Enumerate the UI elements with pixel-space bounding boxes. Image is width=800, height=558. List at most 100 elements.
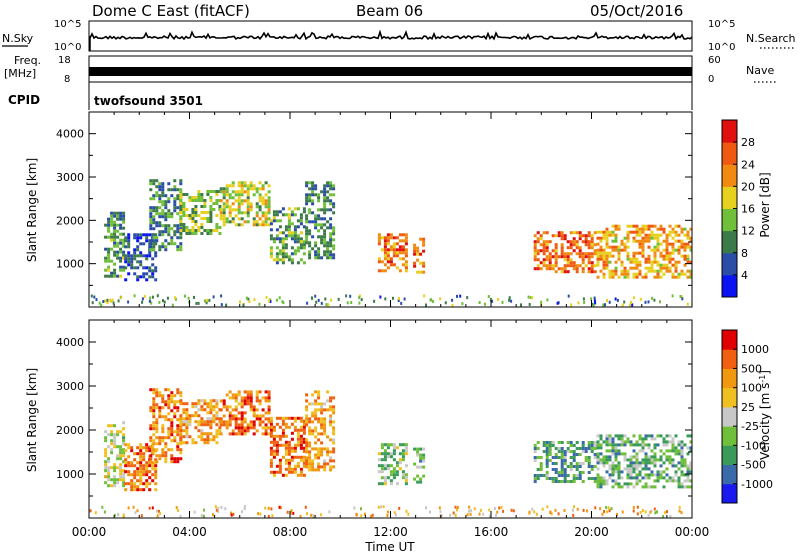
x-tick-label: 16:00 (474, 525, 509, 539)
colorbar-tick-label: -100 (741, 439, 766, 452)
heatmap-cell (602, 482, 606, 486)
heatmap-speckle (533, 510, 536, 514)
heatmap-cell (281, 240, 285, 244)
heatmap-speckle (193, 295, 195, 299)
heatmap-cell (677, 443, 681, 447)
heatmap-cell (246, 193, 250, 197)
heatmap-cell (617, 461, 621, 465)
heatmap-cell (122, 469, 126, 473)
heatmap-cell (182, 411, 186, 415)
heatmap-cell (290, 261, 294, 265)
heatmap-cell (575, 441, 579, 444)
heatmap-cell (578, 477, 582, 480)
power-heatmap (90, 179, 693, 307)
heatmap-cell (314, 399, 318, 403)
heatmap-cell (145, 473, 149, 477)
heatmap-cell (167, 412, 171, 416)
heatmap-cell (596, 443, 600, 447)
heatmap-cell (149, 206, 153, 210)
heatmap-cell (176, 442, 180, 446)
heatmap-cell (329, 396, 333, 400)
heatmap-cell (151, 446, 155, 450)
heatmap-cell (148, 470, 152, 474)
heatmap-cell (158, 221, 162, 225)
heatmap-cell (161, 436, 165, 440)
heatmap-cell (246, 402, 250, 406)
heatmap-cell (119, 478, 123, 482)
heatmap-cell (680, 227, 684, 231)
heatmap-cell (164, 245, 168, 249)
heatmap-cell (533, 249, 537, 253)
heatmap-cell (164, 436, 168, 440)
heatmap-cell (249, 187, 253, 191)
heatmap-cell (296, 473, 300, 477)
heatmap-cell (240, 193, 244, 197)
heatmap-speckle (531, 507, 534, 511)
heatmap-cell (332, 256, 336, 260)
heatmap-cell (154, 488, 158, 492)
heatmap-cell (416, 252, 420, 256)
heatmap-cell (545, 459, 549, 462)
heatmap-cell (311, 411, 315, 415)
heatmap-cell (240, 187, 244, 191)
heatmap-cell (626, 251, 630, 255)
heatmap-cell (158, 406, 162, 410)
heatmap-cell (659, 455, 663, 459)
heatmap-cell (116, 256, 120, 260)
heatmap-cell (635, 230, 639, 234)
heatmap-cell (122, 433, 126, 437)
heatmap-cell (647, 455, 651, 459)
heatmap-cell (665, 242, 669, 246)
heatmap-cell (620, 269, 624, 273)
heatmap-cell (240, 405, 244, 409)
heatmap-cell (281, 237, 285, 241)
heatmap-cell (644, 434, 648, 438)
heatmap-cell (674, 233, 678, 237)
heatmap-cell (320, 217, 324, 221)
heatmap-cell (158, 200, 162, 204)
heatmap-cell (267, 390, 271, 394)
heatmap-cell (142, 482, 146, 486)
heatmap-cell (689, 449, 693, 453)
heatmap-cell (299, 222, 303, 226)
heatmap-cell (284, 416, 288, 420)
colorbar-tick-label: 20 (741, 180, 755, 193)
heatmap-cell (191, 196, 195, 199)
heatmap-cell (569, 231, 573, 235)
heatmap-cell (638, 260, 642, 264)
heatmap-cell (647, 446, 651, 450)
heatmap-cell (533, 456, 537, 459)
heatmap-cell (626, 437, 630, 441)
heatmap-cell (311, 459, 315, 463)
heatmap-cell (329, 450, 333, 454)
heatmap-speckle (425, 506, 427, 510)
heatmap-cell (272, 258, 276, 262)
heatmap-cell (275, 443, 279, 447)
heatmap-cell (638, 443, 642, 447)
heatmap-cell (209, 205, 213, 208)
heatmap-cell (563, 237, 567, 241)
heatmap-cell (206, 211, 210, 214)
heatmap-cell (287, 458, 291, 462)
heatmap-cell (287, 461, 291, 465)
heatmap-cell (161, 188, 165, 192)
heatmap-speckle (651, 296, 654, 300)
heatmap-cell (566, 258, 570, 262)
heatmap-cell (255, 190, 259, 194)
heatmap-cell (575, 453, 579, 456)
heatmap-cell (225, 202, 229, 206)
heatmap-cell (299, 473, 303, 477)
heatmap-cell (380, 248, 384, 252)
heatmap-cell (533, 450, 537, 453)
heatmap-cell (149, 227, 153, 231)
heatmap-cell (323, 402, 327, 406)
heatmap-cell (188, 217, 192, 220)
heatmap-cell (234, 417, 238, 421)
heatmap-cell (533, 444, 537, 447)
heatmap-cell (542, 444, 546, 447)
heatmap-cell (127, 461, 131, 465)
heatmap-cell (179, 208, 183, 211)
heatmap-cell (197, 408, 201, 412)
heatmap-cell (395, 464, 399, 468)
heatmap-cell (317, 453, 321, 457)
